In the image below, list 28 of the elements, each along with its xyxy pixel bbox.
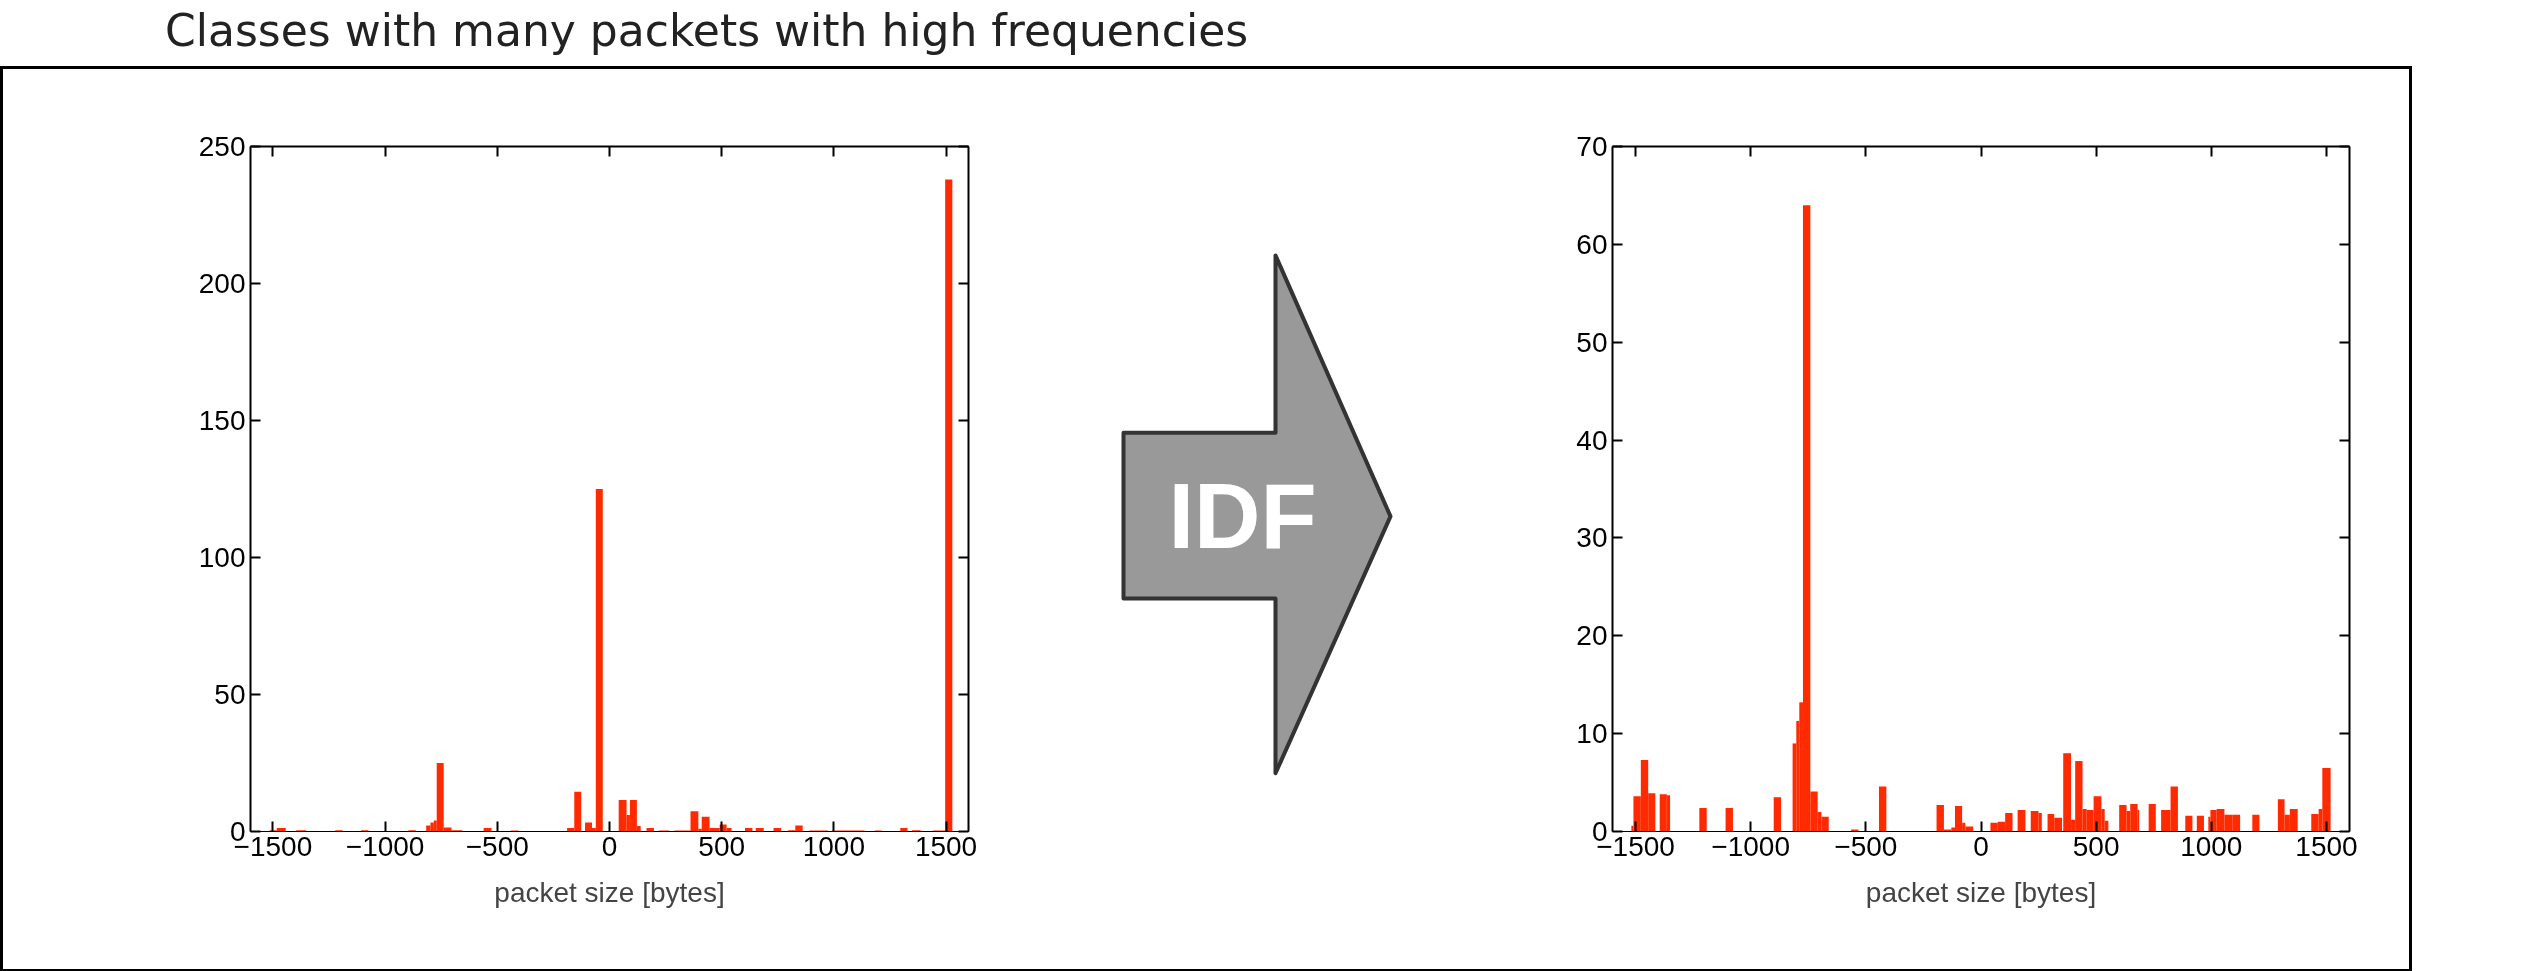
x-tick-label: 1000 (2180, 830, 2243, 862)
y-tick-label: 70 (1576, 131, 1608, 162)
y-tick-label: 30 (1576, 522, 1608, 554)
x-tick-label: −500 (1834, 830, 1898, 862)
x-tick-label: −500 (465, 830, 529, 862)
x-tick-label: 1500 (914, 830, 978, 862)
y-tick-label: 50 (214, 679, 246, 710)
x-axis-title: packet size [bytes] (1865, 876, 2097, 908)
x-tick-label: 1500 (2295, 830, 2358, 862)
x-tick-label: 1000 (802, 830, 866, 862)
x-tick-label: 0 (601, 830, 618, 862)
text: IDF (1168, 465, 1317, 568)
x-tick-label: −1000 (345, 830, 425, 862)
chart-title: Classes with many packets with high frequencies (165, 5, 1249, 57)
y-tick-label: 60 (1576, 228, 1608, 260)
x-tick-label: 500 (2072, 830, 2120, 862)
y-tick-label: 150 (198, 405, 246, 436)
x-axis-title: packet size [bytes] (494, 876, 725, 908)
y-tick-label: 50 (1576, 326, 1608, 358)
y-tick-label: 100 (198, 542, 246, 573)
y-tick-label: 40 (1576, 424, 1608, 456)
y-tick-label: 250 (198, 131, 246, 162)
y-tick-label: 10 (1576, 718, 1608, 750)
y-tick-label: 20 (1576, 620, 1608, 652)
x-tick-label: 0 (1973, 830, 1989, 862)
x-tick-label: −1000 (1711, 830, 1791, 862)
y-tick-label: 200 (198, 268, 246, 299)
x-tick-label: 500 (698, 830, 746, 862)
